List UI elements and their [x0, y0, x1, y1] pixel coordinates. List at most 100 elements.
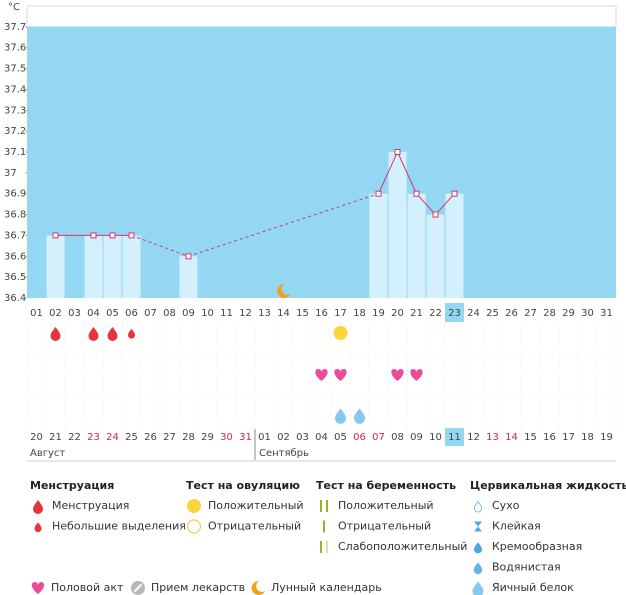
x-tick-label: 14 — [277, 308, 290, 319]
cycle-day: 15 — [524, 432, 537, 443]
cycle-day: 25 — [125, 432, 138, 443]
cycle-day: 21 — [49, 432, 62, 443]
icon-shape — [128, 328, 135, 339]
y-tick-label: 37.6 — [4, 43, 26, 54]
y-tick-label: 37 — [4, 168, 17, 179]
icon-fluid-eggwhite — [335, 408, 346, 424]
x-tick-label: 15 — [296, 308, 309, 319]
cycle-day: 03 — [296, 432, 309, 443]
legend-title: Цервикальная жидкость — [470, 479, 626, 492]
line-segment — [416, 193, 436, 215]
icon-shape — [88, 327, 99, 341]
point — [185, 253, 192, 260]
legend-text: Прием лекарств — [151, 581, 245, 594]
icon-shape — [187, 499, 201, 513]
icon-shape — [473, 500, 483, 513]
icon-moon — [251, 580, 265, 595]
icon-shape — [50, 327, 61, 341]
cycle-day: 13 — [486, 432, 499, 443]
cycle-day: 23 — [87, 432, 100, 443]
icon-shape — [391, 369, 404, 381]
line-segment — [435, 193, 455, 215]
icon-shape — [31, 582, 45, 594]
cycle-day: 06 — [353, 432, 366, 443]
x-tick-label: 02 — [49, 308, 62, 319]
icon-shape — [133, 583, 143, 593]
legend-title: Тест на овуляцию — [186, 479, 300, 492]
x-tick-label: 24 — [467, 308, 480, 319]
legend-title: Менструация — [30, 479, 114, 492]
cycle-day: 18 — [581, 432, 594, 443]
legend-text: Менструация — [52, 499, 129, 512]
icon-drop-red — [107, 327, 118, 341]
legend-text: Положительный — [338, 499, 434, 512]
icon-shape — [315, 369, 328, 381]
icon-shape — [251, 580, 265, 595]
x-tick-label: 21 — [410, 308, 423, 319]
icon-shape — [186, 519, 202, 534]
cycle-day: 12 — [467, 432, 480, 443]
point — [90, 232, 97, 239]
line-segment — [397, 151, 417, 194]
y-tick-label: 37.3 — [4, 105, 26, 116]
icon-moon — [277, 283, 291, 298]
cycle-day: 22 — [68, 432, 81, 443]
y-tick-label: 37.7 — [4, 22, 26, 33]
legend-text: Половой акт — [51, 581, 124, 594]
cycle-day: 31 — [239, 432, 252, 443]
icon-shape — [334, 369, 347, 381]
bar — [369, 193, 388, 298]
x-tick-label: 25 — [486, 308, 499, 319]
x-tick-label: 29 — [562, 308, 575, 319]
bar — [103, 235, 122, 298]
icon-heart — [410, 369, 423, 381]
x-tick-label: 07 — [144, 308, 157, 319]
bar — [122, 235, 141, 298]
cycle-day: 08 — [391, 432, 404, 443]
cycle-day: 29 — [201, 432, 214, 443]
icon-test-negative — [323, 520, 325, 533]
icon-fluid-dry — [473, 500, 483, 513]
x-tick-label: 03 — [68, 308, 81, 319]
y-tick-label: 36.5 — [4, 272, 26, 283]
cycle-day: 17 — [562, 432, 575, 443]
legend-text: Слабоположительный — [338, 540, 467, 553]
icon-shape — [320, 541, 322, 553]
cycle-day: 20 — [30, 432, 43, 443]
legend-text: Лунный календарь — [271, 581, 382, 594]
icon-shape — [472, 581, 484, 595]
point — [432, 211, 439, 218]
y-tick-label: 36.4 — [4, 293, 26, 304]
x-tick-label: 26 — [505, 308, 518, 319]
legend-text: Кремообразная — [492, 540, 582, 553]
y-tick-label: 37.1 — [4, 147, 26, 158]
y-tick-label: 36.8 — [4, 210, 26, 221]
cycle-day: 09 — [410, 432, 423, 443]
icon-shape — [473, 562, 483, 575]
icon-fluid-creamy — [474, 542, 482, 554]
icon-shape — [320, 500, 322, 512]
legend-title: Тест на беременность — [316, 479, 456, 492]
x-tick-label: 04 — [87, 308, 100, 319]
point — [375, 190, 382, 197]
legend-text: Положительный — [208, 499, 304, 512]
month-label: Сентябрь — [259, 448, 309, 459]
cycle-day: 02 — [277, 432, 290, 443]
cycle-day: 30 — [220, 432, 233, 443]
icon-heart — [315, 369, 328, 381]
cycle-day: 14 — [505, 432, 518, 443]
cycle-day: 10 — [429, 432, 442, 443]
icon-shape — [34, 522, 42, 533]
bar — [46, 235, 65, 298]
icon-circle-empty — [186, 519, 202, 534]
x-tick-label: 11 — [220, 308, 233, 319]
legend-text: Отрицательный — [338, 520, 431, 533]
legend-text: Сухо — [492, 499, 520, 512]
x-tick-label: 12 — [239, 308, 252, 319]
x-tick-label: 23 — [448, 308, 461, 319]
icon-test-weak — [320, 541, 328, 553]
cycle-day: 04 — [315, 432, 328, 443]
point — [394, 149, 401, 155]
